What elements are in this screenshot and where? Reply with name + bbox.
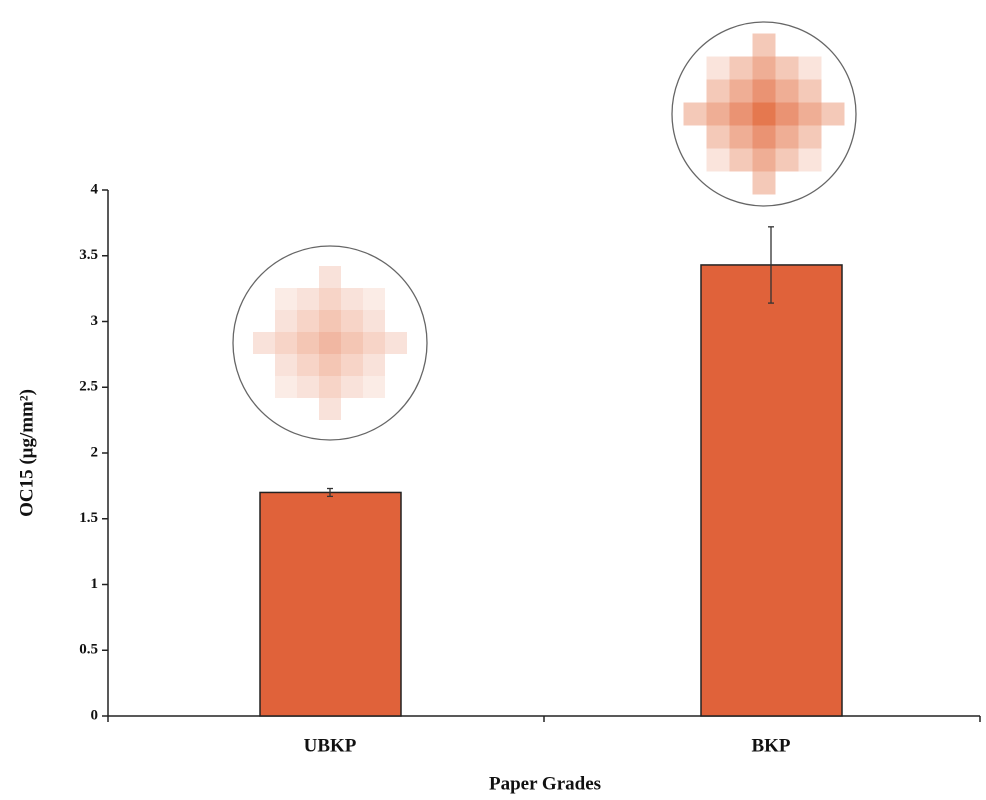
spot-pixel xyxy=(363,310,385,332)
spot-pixel xyxy=(730,126,753,149)
spot-pixel xyxy=(297,354,319,376)
spot-pixel xyxy=(341,376,363,398)
spot-pixel xyxy=(730,80,753,103)
spot-pixel xyxy=(253,332,275,354)
spot-pixel xyxy=(707,149,730,172)
spot-pixel xyxy=(707,126,730,149)
spot-pixel xyxy=(319,398,341,420)
spot-pixel xyxy=(753,34,776,57)
spot-pixel xyxy=(822,103,845,126)
y-tick-label: 2.5 xyxy=(79,379,98,395)
y-tick-label: 4 xyxy=(91,181,99,197)
spot-pixel xyxy=(753,126,776,149)
spot-pixel xyxy=(341,310,363,332)
page: {"chart_data": {"type": "bar", "y_label"… xyxy=(0,0,986,800)
spot-pixel xyxy=(776,57,799,80)
spot-pixel xyxy=(275,376,297,398)
spot-pixel xyxy=(341,332,363,354)
spot-pixel xyxy=(385,332,407,354)
spot-pixel xyxy=(753,172,776,195)
y-tick-label: 3.5 xyxy=(79,247,98,263)
spot-pixel xyxy=(297,332,319,354)
spot-pixel xyxy=(319,266,341,288)
spot-pixel xyxy=(684,103,707,126)
spot-pixel xyxy=(730,149,753,172)
bar xyxy=(701,265,842,716)
spot-pixel xyxy=(753,149,776,172)
spot-pixel xyxy=(363,288,385,310)
spot-pixel xyxy=(363,376,385,398)
y-axis-title: OC15 (μg/mm²) xyxy=(16,389,37,517)
spot-pixel xyxy=(297,376,319,398)
spot-pixel xyxy=(707,80,730,103)
spot-pixel xyxy=(776,80,799,103)
spot-pixel xyxy=(341,288,363,310)
y-tick-label: 0.5 xyxy=(79,642,98,658)
spot-pixel xyxy=(753,57,776,80)
spot-pixel xyxy=(363,354,385,376)
spot-pixel xyxy=(730,57,753,80)
spot-pixel xyxy=(707,57,730,80)
spot-pixel xyxy=(341,354,363,376)
x-axis-title: Paper Grades xyxy=(489,773,601,794)
spot-pixel xyxy=(319,288,341,310)
chart: OC15 (μg/mm²) Paper Grades 0 0.5 1 1.5 2 2.5 3… xyxy=(0,0,986,800)
spot-pixel xyxy=(297,288,319,310)
spot-pixel xyxy=(799,149,822,172)
spot-pixel xyxy=(776,126,799,149)
spot-pixel xyxy=(319,354,341,376)
spot-pixel xyxy=(776,103,799,126)
spot-pixel xyxy=(275,310,297,332)
spot-pixel xyxy=(776,149,799,172)
spot-pixel xyxy=(275,332,297,354)
y-tick-label: 3 xyxy=(91,313,99,329)
spot-pixel xyxy=(753,103,776,126)
spot-pixel xyxy=(707,103,730,126)
spot-pixel xyxy=(275,288,297,310)
spot-pixel xyxy=(753,80,776,103)
spot-pixel xyxy=(799,80,822,103)
bar xyxy=(260,492,401,716)
x-tick-label: BKP xyxy=(751,735,790,756)
spot-pixel xyxy=(799,126,822,149)
x-tick-label: UBKP xyxy=(304,735,357,756)
y-tick-label: 1 xyxy=(91,576,99,592)
spot-pixel xyxy=(799,103,822,126)
y-tick-label: 1.5 xyxy=(79,510,98,526)
y-tick-label: 0 xyxy=(91,707,99,723)
spot-pixel xyxy=(319,376,341,398)
spot-pixel xyxy=(275,354,297,376)
spot-pixel xyxy=(363,332,385,354)
spot-pixel xyxy=(730,103,753,126)
spot-pixel xyxy=(799,57,822,80)
spot-pixel xyxy=(319,310,341,332)
spot-pixel xyxy=(297,310,319,332)
y-tick-label: 2 xyxy=(91,444,99,460)
spot-pixel xyxy=(319,332,341,354)
